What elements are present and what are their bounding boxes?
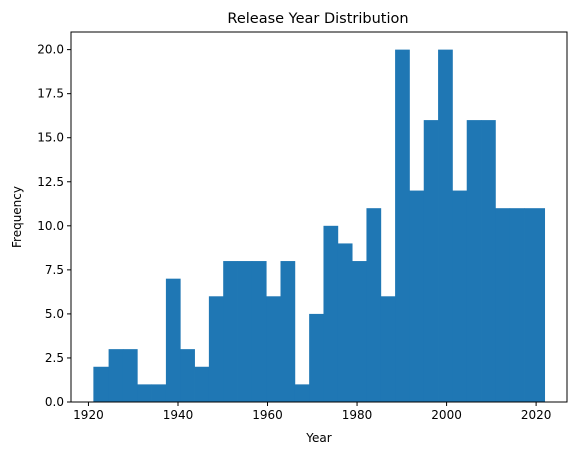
histogram-bar <box>495 208 511 402</box>
histogram-bar <box>380 296 396 402</box>
x-tick-label: 2000 <box>431 408 462 422</box>
histogram-bar <box>280 261 296 402</box>
y-tick-label: 5.0 <box>45 307 64 321</box>
histogram-bar <box>509 208 525 402</box>
x-axis-ticks: 1920 1940 1960 1980 2000 2020 <box>73 402 551 422</box>
x-tick-label: 1920 <box>73 408 104 422</box>
y-tick-label: 12.5 <box>37 175 64 189</box>
histogram-bar <box>180 349 195 402</box>
x-axis-label: Year <box>305 431 331 445</box>
histogram-bar <box>352 261 367 402</box>
x-tick-label: 1980 <box>342 408 373 422</box>
histogram-bar <box>366 208 382 402</box>
y-tick-label: 10.0 <box>37 219 64 233</box>
histogram-bar <box>165 278 181 402</box>
histogram-bar <box>323 225 339 402</box>
histogram-bar <box>266 296 281 402</box>
histogram-bar <box>337 243 353 402</box>
y-tick-label: 0.0 <box>45 395 64 409</box>
histogram-bar <box>409 190 425 402</box>
histogram-bar <box>423 120 439 402</box>
y-tick-label: 15.0 <box>37 131 64 145</box>
histogram-bar <box>452 190 468 402</box>
y-tick-label: 17.5 <box>37 87 64 101</box>
y-axis-ticks: 0.0 2.5 5.0 7.5 10.0 12.5 15.0 17.5 20.0 <box>37 43 71 409</box>
x-tick-label: 1960 <box>252 408 283 422</box>
histogram-bar <box>294 384 310 402</box>
plot-frame <box>70 31 568 403</box>
histogram-bar <box>223 261 238 402</box>
histogram-bar <box>122 349 138 402</box>
histogram-bar <box>208 296 224 402</box>
x-tick-label: 2020 <box>521 408 552 422</box>
y-tick-label: 7.5 <box>45 263 64 277</box>
histogram-bar <box>524 208 546 402</box>
y-axis-label: Frequency <box>10 186 24 248</box>
histogram-bar <box>194 366 210 402</box>
histogram-bar <box>237 261 253 402</box>
histogram-bar <box>151 384 167 402</box>
y-tick-label: 20.0 <box>37 43 64 57</box>
y-tick-label: 2.5 <box>45 351 64 365</box>
histogram-bar <box>251 261 267 402</box>
chart-title: Release Year Distribution <box>227 11 408 27</box>
x-tick-label: 1940 <box>163 408 194 422</box>
bars-group <box>93 49 546 403</box>
histogram-bar <box>137 384 152 402</box>
histogram-bar <box>309 313 324 402</box>
histogram-bar <box>395 49 410 403</box>
histogram-bar <box>466 120 482 402</box>
histogram-bar <box>481 120 496 402</box>
histogram-bar <box>438 49 453 403</box>
histogram-bar <box>93 366 109 402</box>
histogram-bar <box>108 349 124 402</box>
